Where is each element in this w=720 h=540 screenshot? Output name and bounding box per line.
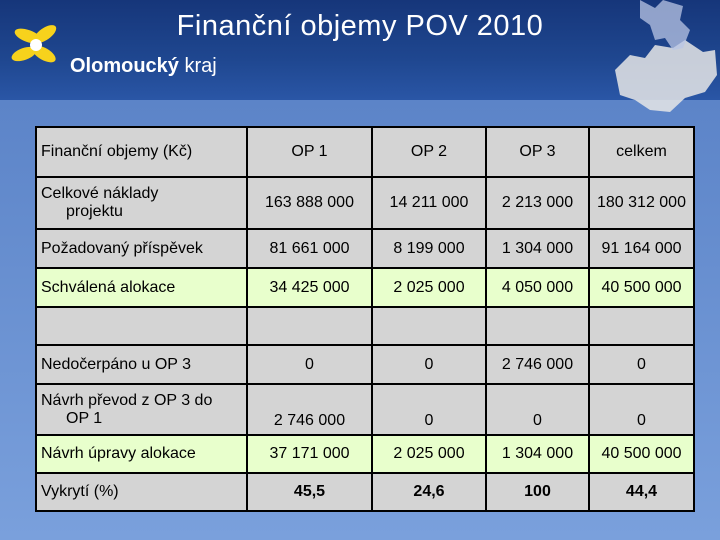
table-row: Návrh převod z OP 3 do OP 1 2 746 000 0 …: [35, 383, 695, 436]
header-bar: [0, 0, 720, 100]
table-cell: 0: [588, 344, 695, 385]
row-label-line: Návrh převod z OP 3 do: [41, 391, 213, 409]
table-cell: 2 025 000: [371, 434, 487, 474]
table-cell: 2 213 000: [485, 176, 590, 230]
table-cell: [485, 306, 590, 346]
column-header: Finanční objemy (Kč): [35, 126, 248, 178]
table-cell: 0: [371, 383, 487, 436]
table-cell: [588, 306, 695, 346]
column-header: OP 3: [485, 126, 590, 178]
table-cell: 0: [246, 344, 373, 385]
table-cell: 34 425 000: [246, 267, 373, 308]
table-cell: 8 199 000: [371, 228, 487, 269]
row-label: [35, 306, 248, 346]
table-cell: 0: [371, 344, 487, 385]
table-cell: 180 312 000: [588, 176, 695, 230]
table-cell: 37 171 000: [246, 434, 373, 474]
table-row: Návrh úpravy alokace 37 171 000 2 025 00…: [35, 434, 695, 474]
table-header-row: Finanční objemy (Kč) OP 1 OP 2 OP 3 celk…: [35, 126, 695, 178]
table-cell: 2 025 000: [371, 267, 487, 308]
table-row: Schválená alokace 34 425 000 2 025 000 4…: [35, 267, 695, 308]
table-cell: 24,6: [371, 472, 487, 512]
table-cell: 91 164 000: [588, 228, 695, 269]
table-row-empty: [35, 306, 695, 346]
flower-logo-icon: [11, 25, 57, 63]
table-cell: 45,5: [246, 472, 373, 512]
table-cell: 2 746 000: [485, 344, 590, 385]
table-cell: 4 050 000: [485, 267, 590, 308]
table-cell: 44,4: [588, 472, 695, 512]
financial-table: Finanční objemy (Kč) OP 1 OP 2 OP 3 celk…: [35, 126, 695, 512]
row-label: Návrh úpravy alokace: [35, 434, 248, 474]
row-label-line: OP 1: [66, 409, 103, 427]
table-cell: 1 304 000: [485, 434, 590, 474]
table-cell: 40 500 000: [588, 267, 695, 308]
table-cell: 1 304 000: [485, 228, 590, 269]
table-cell: 40 500 000: [588, 434, 695, 474]
logo-suffix: kraj: [184, 55, 217, 77]
column-header: OP 1: [246, 126, 373, 178]
slide-title: Finanční objemy POV 2010: [176, 10, 544, 42]
logo-brand: Olomoucký: [70, 55, 179, 77]
row-label-line: Celkové náklady: [41, 185, 159, 202]
table-row: Vykrytí (%) 45,5 24,6 100 44,4: [35, 472, 695, 512]
row-label: Návrh převod z OP 3 do OP 1: [35, 383, 248, 436]
table-cell: 100: [485, 472, 590, 512]
table-cell: 0: [485, 383, 590, 436]
table-row: Celkové náklady projektu 163 888 000 14 …: [35, 176, 695, 230]
table-cell: 163 888 000: [246, 176, 373, 230]
column-header: celkem: [588, 126, 695, 178]
row-label: Schválená alokace: [35, 267, 248, 308]
table-row: Požadovaný příspěvek 81 661 000 8 199 00…: [35, 228, 695, 269]
table-cell: [246, 306, 373, 346]
table-cell: [371, 306, 487, 346]
table-cell: 14 211 000: [371, 176, 487, 230]
row-label: Nedočerpáno u OP 3: [35, 344, 248, 385]
column-header: OP 2: [371, 126, 487, 178]
table-cell: 81 661 000: [246, 228, 373, 269]
table-row: Nedočerpáno u OP 3 0 0 2 746 000 0: [35, 344, 695, 385]
table-cell: 2 746 000: [246, 383, 373, 436]
region-map-icon: [615, 0, 717, 112]
logo-text: Olomoucký kraj: [70, 55, 217, 78]
table-cell: 0: [588, 383, 695, 436]
row-label: Vykrytí (%): [35, 472, 248, 512]
row-label: Celkové náklady projektu: [35, 176, 248, 230]
row-label: Požadovaný příspěvek: [35, 228, 248, 269]
row-label-line: projektu: [66, 203, 123, 220]
